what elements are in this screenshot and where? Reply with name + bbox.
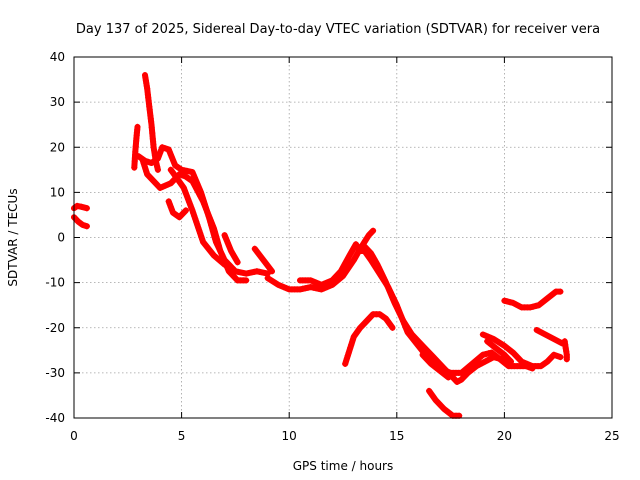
series-markers bbox=[221, 232, 241, 266]
grid bbox=[74, 57, 612, 418]
series-markers bbox=[135, 144, 271, 277]
series-arc-s bbox=[561, 338, 570, 363]
series-arc-p bbox=[479, 331, 564, 370]
chart-title: Day 137 of 2025, Sidereal Day-to-day VTE… bbox=[76, 22, 600, 37]
plot-frame bbox=[73, 56, 613, 419]
series-band bbox=[533, 327, 566, 347]
series-arc-r bbox=[533, 327, 566, 347]
series-arc-g bbox=[221, 232, 241, 266]
series-arc-h bbox=[251, 245, 275, 275]
series-arc-a2 bbox=[71, 202, 90, 212]
x-tick-label: 0 bbox=[70, 429, 78, 443]
series-arc-o bbox=[484, 338, 514, 365]
x-tick-label: 25 bbox=[604, 429, 619, 443]
y-tick-label: 40 bbox=[50, 50, 65, 64]
series-markers bbox=[251, 245, 275, 275]
y-tick-label: 0 bbox=[57, 231, 65, 245]
y-tick-label: 10 bbox=[50, 185, 65, 199]
series-arc-k bbox=[342, 311, 396, 367]
y-tick-label: 30 bbox=[50, 95, 65, 109]
series-arc-f bbox=[165, 198, 189, 221]
series-arc-d bbox=[135, 144, 271, 277]
y-axis-label: SDTVAR / TECUs bbox=[6, 188, 20, 286]
x-tick-label: 5 bbox=[178, 429, 186, 443]
y-tick-label: 20 bbox=[50, 140, 65, 154]
y-tick-label: -30 bbox=[45, 366, 65, 380]
series-markers bbox=[361, 243, 514, 385]
series-markers bbox=[426, 387, 463, 419]
series-markers bbox=[484, 338, 514, 365]
series-arc-q bbox=[501, 288, 564, 311]
series-markers bbox=[131, 123, 141, 171]
y-tick-label: -10 bbox=[45, 276, 65, 290]
series-markers bbox=[561, 338, 570, 363]
series-arc-e bbox=[167, 166, 237, 273]
series-markers bbox=[479, 331, 564, 370]
series-arc-b1 bbox=[131, 123, 141, 171]
series-markers bbox=[264, 227, 377, 293]
y-tick-label: -20 bbox=[45, 321, 65, 335]
series-arc-m bbox=[419, 351, 452, 381]
series-markers bbox=[501, 288, 564, 311]
series-markers bbox=[533, 327, 566, 347]
series-band bbox=[297, 241, 536, 376]
x-axis-label: GPS time / hours bbox=[293, 459, 394, 473]
y-tick-label: -40 bbox=[45, 411, 65, 425]
series-markers bbox=[165, 198, 189, 221]
x-tick-label: 15 bbox=[389, 429, 404, 443]
series-markers bbox=[342, 311, 396, 367]
series-band bbox=[264, 227, 377, 293]
series-arc-i bbox=[264, 227, 377, 293]
series-arc-l bbox=[361, 243, 514, 385]
x-tick-label: 10 bbox=[282, 429, 297, 443]
series-markers bbox=[167, 166, 237, 273]
series-arc-n bbox=[426, 387, 463, 419]
data-traces bbox=[71, 72, 570, 419]
series-markers bbox=[419, 351, 452, 381]
x-tick-label: 20 bbox=[497, 429, 512, 443]
axis-ticks: 0 5 10 15 20 25 -40 -30 -20 -10 0 10 20 30 40 bbox=[45, 50, 619, 443]
